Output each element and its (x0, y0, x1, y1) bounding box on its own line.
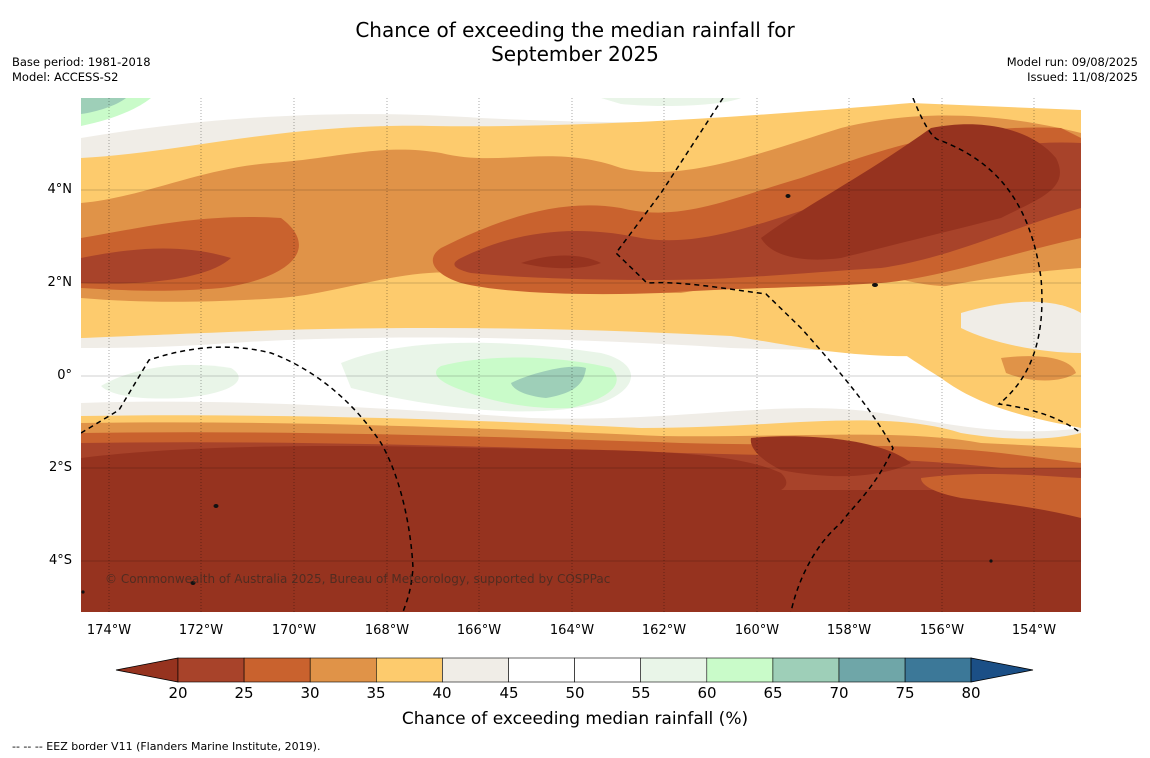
colorbar-cell (508, 657, 575, 683)
lat-tick-label: 2°N (47, 275, 73, 290)
eez-footnote: -- -- -- EEZ border V11 (Flanders Marine… (12, 740, 321, 753)
region-under-20-north (761, 124, 1060, 260)
base-period-text: Base period: 1981-2018 (12, 55, 151, 69)
region-40-45-east (961, 301, 1081, 353)
colorbar-label: 35 (366, 684, 386, 702)
region-30-35-east (1001, 356, 1076, 381)
region-25-30-south-east (921, 473, 1081, 518)
colorbar (115, 657, 1034, 683)
colorbar-label: 25 (234, 684, 254, 702)
colorbar-cell (640, 657, 708, 683)
region-65-70-north-top (81, 98, 126, 114)
region-under-20-south-east (750, 436, 911, 477)
colorbar-label: 70 (829, 684, 849, 702)
eez-borders (81, 98, 1081, 612)
model-text: Model: ACCESS-S2 (12, 70, 119, 84)
colorbar-label: 20 (168, 684, 188, 702)
lon-tick-label: 160°W (734, 623, 780, 638)
colorbar-label: 40 (432, 684, 452, 702)
colorbar-cell (904, 657, 972, 683)
lon-tick-label: 170°W (271, 623, 317, 638)
latitude-lines (81, 189, 1081, 562)
title-line-2: September 2025 (491, 42, 659, 66)
colorbar-label: 55 (631, 684, 651, 702)
lon-tick-label: 164°W (549, 623, 595, 638)
lon-tick-label: 172°W (178, 623, 224, 638)
lat-tick-label: 2°S (48, 460, 72, 475)
colorbar-cell (375, 657, 443, 683)
island-markers (81, 194, 993, 594)
colorbar-label: 30 (300, 684, 320, 702)
rainfall-map (81, 98, 1081, 612)
lat-tick-label: 4°S (48, 553, 72, 568)
lon-tick-label: 162°W (641, 623, 687, 638)
colorbar-label: 75 (895, 684, 915, 702)
colorbar-cell (243, 657, 311, 683)
colorbar-cell (706, 657, 774, 683)
lat-tick-label: 0° (57, 368, 72, 383)
issued-text: Issued: 11/08/2025 (1027, 70, 1138, 84)
copyright-notice: © Commonwealth of Australia 2025, Bureau… (105, 572, 611, 586)
colorbar-cell (309, 657, 377, 683)
colorbar-label: 60 (697, 684, 717, 702)
lon-tick-label: 174°W (86, 623, 132, 638)
colorbar-cell (838, 657, 906, 683)
colorbar-cell (772, 657, 840, 683)
colorbar-under-arrow (115, 657, 179, 683)
colorbar-cell (574, 657, 642, 683)
colorbar-label: 80 (961, 684, 981, 702)
lat-tick-label: 4°N (47, 182, 73, 197)
colorbar-cells (177, 657, 972, 683)
colorbar-label: 65 (763, 684, 783, 702)
lon-tick-label: 156°W (919, 623, 965, 638)
meta-left: Base period: 1981-2018 Model: ACCESS-S2 (12, 55, 151, 85)
meta-right: Model run: 09/08/2025 Issued: 11/08/2025 (1007, 55, 1138, 85)
title-line-1: Chance of exceeding the median rainfall … (355, 18, 795, 42)
lon-tick-label: 158°W (826, 623, 872, 638)
region-65-70-equator (511, 366, 586, 398)
region-55-60-west (101, 364, 239, 399)
model-run-text: Model run: 09/08/2025 (1006, 55, 1138, 69)
map-svg (81, 98, 1081, 612)
colorbar-title: Chance of exceeding median rainfall (%) (401, 709, 749, 729)
lon-tick-label: 166°W (456, 623, 502, 638)
colorbar-over-arrow (970, 657, 1034, 683)
region-under-20-south (81, 446, 1081, 612)
region-under-20-spot (521, 255, 601, 269)
region-55-60-north-top-mid (601, 98, 741, 106)
lon-tick-label: 154°W (1011, 623, 1057, 638)
region-20-25-north (81, 248, 231, 284)
colorbar-cell (177, 657, 245, 683)
lon-tick-label: 168°W (364, 623, 410, 638)
colorbar-label: 50 (565, 684, 585, 702)
colorbar-cell (442, 657, 509, 683)
colorbar-label: 45 (499, 684, 519, 702)
map-title: Chance of exceeding the median rainfall … (0, 18, 1150, 66)
